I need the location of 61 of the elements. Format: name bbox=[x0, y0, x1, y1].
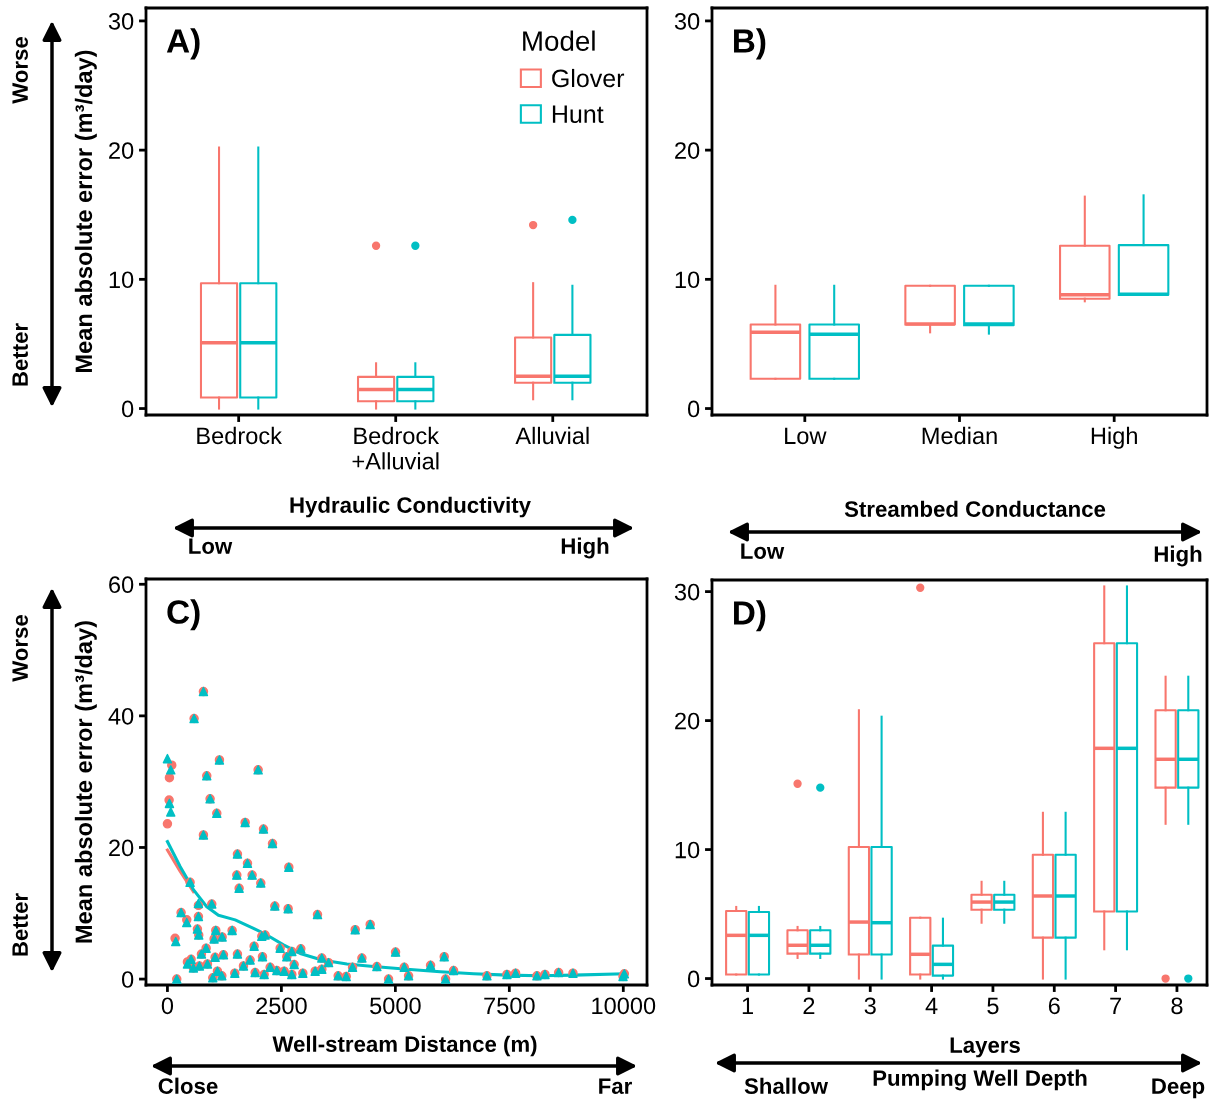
text: High bbox=[1154, 545, 1202, 567]
text: Better bbox=[12, 893, 28, 956]
text: D) bbox=[734, 600, 766, 632]
x-tick-label: Low bbox=[785, 427, 827, 445]
y-axis-title: Mean absolute error (m³/day) bbox=[74, 50, 97, 372]
y-tick-label: 60 bbox=[109, 576, 134, 594]
y-tick-label: 40 bbox=[108, 707, 134, 725]
text: High bbox=[561, 537, 609, 559]
x-tick-label: Bedrock bbox=[197, 426, 282, 445]
y-tick-label: 10 bbox=[109, 271, 134, 289]
legend-title: Model bbox=[523, 30, 595, 51]
y-tick-label: 20 bbox=[675, 142, 700, 159]
text: Low bbox=[741, 543, 785, 559]
text: Deep bbox=[1152, 1078, 1205, 1099]
text: B) bbox=[734, 28, 766, 60]
x-tick-label: 4 bbox=[925, 997, 938, 1014]
legend-label: Glover bbox=[552, 68, 625, 88]
text: Pumping Well Depth bbox=[873, 1069, 1087, 1091]
x-tick-label: 10000 bbox=[592, 997, 656, 1015]
x-tick-label: 0 bbox=[161, 997, 174, 1015]
y-tick-label: 0 bbox=[121, 971, 134, 988]
x-tick-label: High bbox=[1091, 426, 1137, 449]
text: Far bbox=[599, 1078, 632, 1094]
y-tick-label: 10 bbox=[675, 841, 700, 859]
x-axis-title: Layers bbox=[950, 1037, 1020, 1058]
x-tick-label: Alluvial bbox=[515, 426, 589, 445]
y-tick-label: 20 bbox=[109, 839, 134, 857]
x-tick-label: 1 bbox=[742, 997, 753, 1014]
y-tick-label: 0 bbox=[121, 400, 134, 418]
text: Close bbox=[158, 1077, 218, 1094]
x-tick-label: 2500 bbox=[256, 997, 307, 1015]
x-tick-label: 8 bbox=[1171, 997, 1183, 1015]
legend-label: Hunt bbox=[552, 105, 604, 124]
y-tick-label: 20 bbox=[109, 142, 134, 159]
y-tick-label: 10 bbox=[675, 271, 700, 289]
text: Worse bbox=[12, 614, 28, 682]
y-tick-label: 20 bbox=[675, 712, 700, 730]
x-axis-title: Hydraulic Conductivity bbox=[290, 496, 531, 518]
text: C) bbox=[167, 599, 200, 631]
y-tick-label: 0 bbox=[687, 400, 700, 418]
x-tick-label: 5 bbox=[987, 997, 999, 1015]
y-tick-label: 30 bbox=[674, 583, 700, 601]
y-axis-title: Mean absolute error (m³/day) bbox=[74, 621, 97, 943]
x-tick-label: 5000 bbox=[370, 997, 421, 1015]
x-tick-label: 7 bbox=[1110, 997, 1121, 1014]
x-tick-label: Bedrock +Alluvial bbox=[352, 426, 440, 470]
text: A) bbox=[166, 28, 200, 60]
x-tick-label: 6 bbox=[1048, 997, 1060, 1015]
x-tick-label: Median bbox=[922, 426, 997, 445]
y-tick-label: 30 bbox=[674, 12, 700, 30]
text: Better bbox=[12, 323, 28, 386]
x-axis-title: Streambed Conductance bbox=[844, 500, 1106, 517]
y-tick-label: 0 bbox=[687, 970, 700, 988]
y-tick-label: 30 bbox=[108, 12, 134, 30]
text: Shallow bbox=[744, 1077, 829, 1094]
x-tick-label: 7500 bbox=[484, 997, 535, 1015]
x-axis-title: Well-stream Distance (m) bbox=[272, 1035, 537, 1057]
text: Low bbox=[189, 538, 233, 554]
x-tick-label: 3 bbox=[864, 997, 876, 1015]
text: Worse bbox=[12, 36, 28, 104]
x-tick-label: 2 bbox=[803, 997, 815, 1014]
